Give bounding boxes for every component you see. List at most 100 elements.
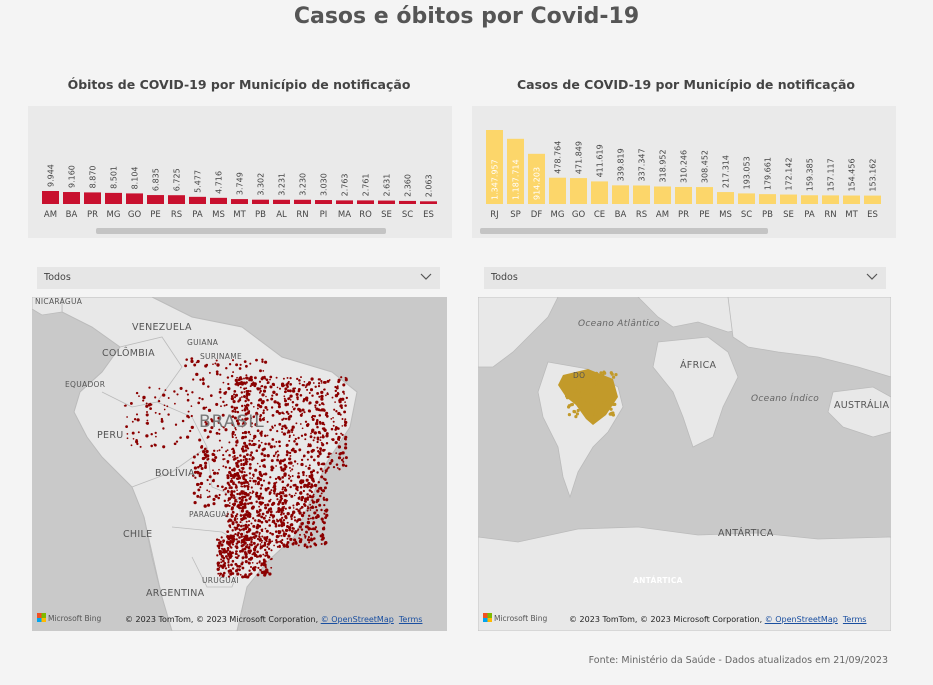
death-dot (289, 399, 292, 401)
bar-am[interactable] (654, 186, 671, 204)
death-dot (203, 504, 207, 508)
death-dot (286, 432, 289, 434)
death-dot (317, 461, 320, 465)
bar-al[interactable] (273, 199, 290, 204)
death-dot (308, 489, 312, 492)
death-dot (236, 474, 240, 478)
deaths-chart[interactable]: AM 9.944 BA 9.160 PR 8.870 MG 8.501 GO 8.104 PE 6.8… (28, 106, 452, 238)
death-dot (259, 389, 262, 393)
bar-pr[interactable] (675, 186, 692, 204)
bar-ce[interactable] (591, 181, 608, 204)
death-dot (321, 435, 325, 439)
bar-pb[interactable] (252, 199, 269, 204)
death-dot (256, 476, 260, 480)
death-dot (308, 494, 312, 498)
terms-link[interactable]: Terms (842, 615, 867, 624)
bar-go[interactable] (570, 178, 587, 204)
death-dot (227, 566, 230, 568)
death-dot (237, 384, 240, 387)
tick-label: ES (423, 210, 434, 220)
bar-rn[interactable] (294, 199, 311, 204)
bar-sc[interactable] (399, 200, 416, 204)
death-dot (344, 401, 346, 403)
death-dot (240, 481, 244, 485)
death-dot (201, 397, 204, 401)
death-dot (337, 427, 340, 430)
death-dot (125, 425, 128, 428)
bar-rs[interactable] (168, 195, 185, 204)
death-dot (210, 418, 213, 421)
bar-rn[interactable] (822, 195, 839, 204)
bar-pa[interactable] (801, 195, 818, 204)
case-dot (599, 371, 603, 375)
death-dot (226, 476, 230, 480)
bar-ro[interactable] (357, 200, 374, 204)
death-dot (263, 570, 266, 573)
deaths-map[interactable]: NICARÁGUA VENEZUELA GUIANA SURINAME COLÔ… (32, 297, 447, 631)
bar-go[interactable] (126, 193, 143, 204)
bar-df[interactable] (528, 153, 545, 204)
death-dot (236, 500, 238, 503)
bar-ma[interactable] (336, 200, 353, 204)
bar-pr[interactable] (84, 192, 101, 204)
bar-pe[interactable] (147, 195, 164, 204)
death-dot (287, 402, 289, 405)
death-dot (265, 540, 268, 543)
bar-ba[interactable] (612, 185, 629, 204)
state-filter-right[interactable]: Todos (484, 267, 886, 289)
bar-pi[interactable] (315, 200, 332, 204)
bar-sp[interactable] (507, 138, 524, 204)
death-dot (284, 458, 286, 461)
cases-chart-scrollbar[interactable] (480, 228, 768, 234)
cases-chart[interactable]: RJ 1.347.957 SP 1.187.714 DF 914.203 MG 478.764… (472, 106, 896, 238)
bar-es[interactable] (420, 201, 437, 204)
bar-es[interactable] (864, 195, 881, 204)
death-dot (241, 475, 243, 477)
bar-rs[interactable] (633, 185, 650, 204)
bar-se[interactable] (780, 194, 797, 204)
death-dot (240, 535, 243, 539)
case-dot (572, 392, 576, 397)
terms-link[interactable]: Terms (398, 615, 423, 624)
bar-am[interactable] (42, 191, 59, 204)
death-dot (295, 486, 298, 490)
bar-pe[interactable] (696, 187, 713, 204)
bar-mt[interactable] (231, 199, 248, 204)
bar-rj[interactable] (486, 130, 503, 204)
death-dot (310, 495, 314, 499)
death-dot (193, 501, 197, 505)
death-dot (235, 477, 239, 480)
bar-ms[interactable] (210, 197, 227, 204)
death-dot (235, 444, 238, 447)
bar-mg[interactable] (549, 177, 566, 204)
death-dot (226, 460, 230, 463)
death-dot (271, 414, 275, 417)
death-dot (244, 513, 248, 517)
osm-link[interactable]: © OpenStreetMap (320, 615, 394, 624)
bar-ms[interactable] (717, 192, 734, 204)
bar-pa[interactable] (189, 196, 206, 204)
bar-mt[interactable] (843, 195, 860, 204)
death-dot (284, 403, 288, 407)
death-dot (199, 378, 202, 382)
death-dot (250, 540, 253, 544)
bar-ba[interactable] (63, 192, 80, 204)
bar-se[interactable] (378, 200, 395, 204)
death-dot (331, 396, 334, 399)
osm-link[interactable]: © OpenStreetMap (764, 615, 838, 624)
cases-map[interactable]: Oceano Atlântico ÁFRICA Oceano Índico AU… (478, 297, 891, 631)
death-dot (252, 479, 256, 483)
death-dot (268, 499, 271, 503)
bar-mg[interactable] (105, 192, 122, 204)
death-dot (232, 450, 235, 453)
case-dot (588, 390, 592, 394)
bar-sc[interactable] (738, 193, 755, 204)
death-dot (304, 386, 307, 389)
state-filter-left[interactable]: Todos (37, 267, 440, 289)
case-dot (590, 412, 594, 416)
death-dot (130, 444, 133, 447)
deaths-chart-scrollbar[interactable] (96, 228, 386, 234)
death-dot (240, 467, 243, 469)
bar-pb[interactable] (759, 194, 776, 204)
death-dot (289, 383, 293, 386)
